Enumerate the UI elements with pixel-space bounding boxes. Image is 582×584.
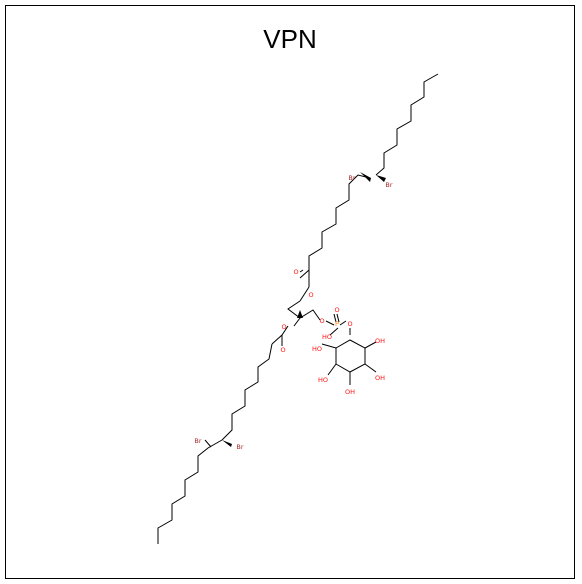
ring-hydroxyl-label-5: HO — [318, 376, 328, 384]
ring-hydroxyl-label-2: OH — [375, 337, 385, 345]
molecule-title: VPN — [263, 24, 317, 54]
phosphorus-label: P — [335, 320, 339, 328]
phosphate-oxygen-label-2: O — [334, 306, 339, 314]
bromine-label-3: Br — [194, 437, 201, 445]
phosphate-oxygen-label-1: O — [319, 317, 324, 325]
skeleton-bonds — [157, 73, 439, 544]
bromine-label-4: Br — [236, 443, 243, 451]
bromine-label-2: Br — [385, 181, 392, 189]
carbonyl-oxygen-label-2: O — [280, 346, 285, 354]
image-frame: VPN — [5, 5, 575, 579]
bromine-label-1: Br — [348, 174, 355, 182]
phosphate-hydroxyl-label: HO — [322, 333, 332, 341]
phosphate-oxygen-label-3: O — [347, 320, 352, 328]
ring-hydroxyl-label-4: OH — [345, 388, 355, 396]
stereo-wedges — [222, 172, 386, 447]
ester-oxygen-label-2: O — [281, 323, 286, 331]
carbonyl-oxygen-label-1: O — [293, 268, 298, 276]
ring-hydroxyl-label-1: HO — [312, 345, 322, 353]
ester-oxygen-label-1: O — [308, 291, 313, 299]
ring-hydroxyl-label-3: OH — [375, 374, 385, 382]
